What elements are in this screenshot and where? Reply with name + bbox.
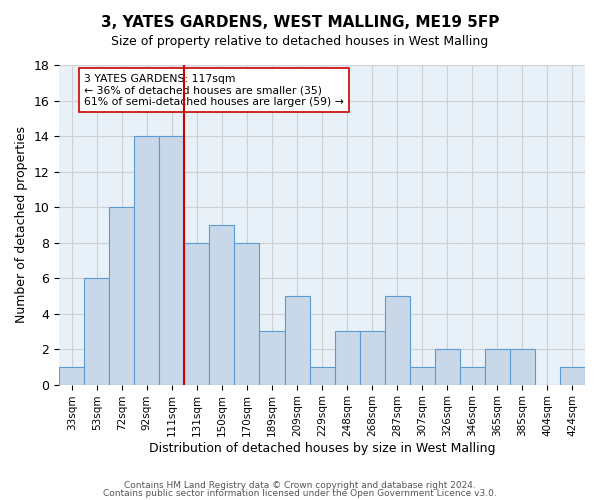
Bar bbox=[435, 349, 460, 384]
Bar bbox=[385, 296, 410, 384]
Bar bbox=[510, 349, 535, 384]
Bar bbox=[160, 136, 184, 384]
Text: Contains public sector information licensed under the Open Government Licence v3: Contains public sector information licen… bbox=[103, 488, 497, 498]
X-axis label: Distribution of detached houses by size in West Malling: Distribution of detached houses by size … bbox=[149, 442, 496, 455]
Bar bbox=[259, 332, 284, 384]
Text: Contains HM Land Registry data © Crown copyright and database right 2024.: Contains HM Land Registry data © Crown c… bbox=[124, 481, 476, 490]
Text: 3 YATES GARDENS: 117sqm
← 36% of detached houses are smaller (35)
61% of semi-de: 3 YATES GARDENS: 117sqm ← 36% of detache… bbox=[84, 74, 344, 107]
Bar bbox=[460, 367, 485, 384]
Bar bbox=[109, 207, 134, 384]
Bar bbox=[485, 349, 510, 384]
Bar bbox=[284, 296, 310, 384]
Bar bbox=[84, 278, 109, 384]
Bar bbox=[560, 367, 585, 384]
Bar bbox=[184, 242, 209, 384]
Bar bbox=[235, 242, 259, 384]
Bar bbox=[359, 332, 385, 384]
Y-axis label: Number of detached properties: Number of detached properties bbox=[15, 126, 28, 324]
Bar bbox=[335, 332, 359, 384]
Bar bbox=[410, 367, 435, 384]
Text: Size of property relative to detached houses in West Malling: Size of property relative to detached ho… bbox=[112, 35, 488, 48]
Bar bbox=[209, 225, 235, 384]
Text: 3, YATES GARDENS, WEST MALLING, ME19 5FP: 3, YATES GARDENS, WEST MALLING, ME19 5FP bbox=[101, 15, 499, 30]
Bar bbox=[134, 136, 160, 384]
Bar bbox=[59, 367, 84, 384]
Bar bbox=[310, 367, 335, 384]
